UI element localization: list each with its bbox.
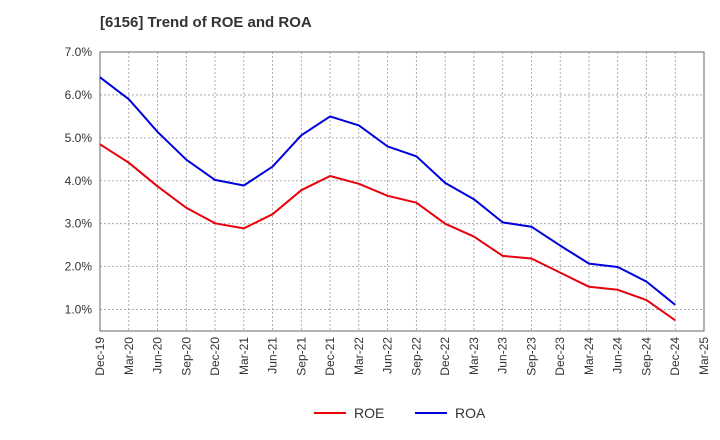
x-tick-label: Dec-19 (93, 337, 107, 376)
series-lines (99, 76, 676, 322)
x-tick-label: Mar-20 (122, 337, 136, 375)
x-tick-label: Jun-22 (381, 337, 395, 374)
chart-title: [6156] Trend of ROE and ROA (100, 14, 312, 31)
x-tick-label: Sep-20 (179, 337, 193, 376)
y-tick-label: 4.0% (65, 174, 93, 188)
x-tick-label: Sep-22 (409, 337, 423, 376)
x-tick-label: Jun-20 (151, 337, 165, 374)
x-tick-label: Sep-23 (524, 337, 538, 376)
x-axis-ticks: Dec-19 Mar-20 Jun-20 Sep-20 Dec-20 Mar-21 Jun-… (93, 337, 711, 376)
x-tick-label: Dec-23 (553, 337, 567, 376)
x-tick-label: Mar-21 (237, 337, 251, 375)
legend-label-roa: ROA (455, 405, 486, 421)
x-tick-label: Dec-20 (208, 337, 222, 376)
legend: ROE ROA (314, 405, 486, 421)
y-tick-label: 6.0% (65, 88, 93, 102)
x-tick-label: Dec-24 (668, 337, 682, 376)
x-tick-label: Jun-23 (496, 337, 510, 374)
x-tick-label: Sep-24 (639, 337, 653, 376)
x-tick-label: Dec-21 (323, 337, 337, 376)
x-tick-label: Mar-23 (467, 337, 481, 375)
series-line-roa (99, 76, 676, 306)
x-tick-label: Mar-24 (582, 337, 596, 375)
plot-frame (99, 51, 705, 332)
x-tick-label: Sep-21 (294, 337, 308, 376)
y-axis-ticks: 1.0% 2.0% 3.0% 4.0% 5.0% 6.0% 7.0% (65, 45, 93, 317)
x-tick-label: Mar-22 (352, 337, 366, 375)
y-tick-label: 2.0% (65, 260, 93, 274)
y-tick-label: 3.0% (65, 217, 93, 231)
grid-lines (100, 52, 704, 331)
series-line-roe (99, 143, 676, 322)
y-tick-label: 5.0% (65, 131, 93, 145)
y-tick-label: 7.0% (65, 45, 93, 59)
x-tick-label: Jun-21 (266, 337, 280, 374)
x-tick-label: Mar-25 (697, 337, 711, 375)
x-tick-label: Jun-24 (611, 337, 625, 374)
x-tick-label: Dec-22 (438, 337, 452, 376)
legend-label-roe: ROE (354, 405, 384, 421)
y-tick-label: 1.0% (65, 303, 93, 317)
